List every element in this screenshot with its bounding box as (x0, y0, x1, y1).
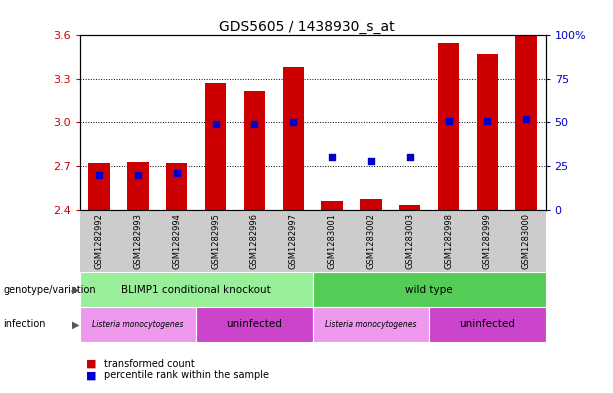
Bar (196, 307, 313, 342)
Text: genotype/variation: genotype/variation (3, 285, 96, 295)
Point (249, 121, 259, 127)
Point (444, 118, 454, 124)
Bar (80, 272, 313, 307)
Text: GSM1283000: GSM1283000 (522, 213, 531, 269)
Bar (313, 307, 429, 342)
Text: GSM1282999: GSM1282999 (483, 213, 492, 268)
Text: wild type: wild type (405, 285, 453, 295)
Point (288, 119, 298, 126)
Point (133, 172, 143, 178)
Text: ▶: ▶ (72, 285, 80, 295)
Point (94, 172, 104, 178)
Bar (429, 307, 546, 342)
Text: transformed count: transformed count (104, 358, 195, 369)
Text: GSM1283002: GSM1283002 (367, 213, 375, 269)
Text: GDS5605 / 1438930_s_at: GDS5605 / 1438930_s_at (219, 20, 394, 34)
Bar (360, 199, 381, 209)
Bar (516, 35, 537, 209)
Point (211, 121, 221, 127)
Text: BLIMP1 conditional knockout: BLIMP1 conditional knockout (121, 285, 271, 295)
Bar (283, 67, 304, 209)
Text: uninfected: uninfected (459, 320, 516, 329)
Text: ■: ■ (86, 370, 96, 380)
Bar (244, 90, 265, 209)
Bar (438, 42, 459, 209)
Point (482, 118, 492, 124)
Bar (205, 83, 226, 209)
Bar (128, 162, 148, 209)
Text: Listeria monocytogenes: Listeria monocytogenes (92, 320, 184, 329)
Point (172, 170, 181, 176)
Bar (477, 54, 498, 209)
Bar (166, 163, 188, 209)
Text: GSM1282998: GSM1282998 (444, 213, 453, 269)
Text: infection: infection (3, 320, 45, 329)
Bar (80, 307, 196, 342)
Text: ▶: ▶ (72, 320, 80, 329)
Point (521, 116, 531, 122)
Text: ■: ■ (86, 358, 96, 369)
Text: GSM1282993: GSM1282993 (134, 213, 142, 269)
Point (327, 154, 337, 160)
Text: GSM1283001: GSM1283001 (327, 213, 337, 269)
Text: GSM1283003: GSM1283003 (405, 213, 414, 269)
Text: GSM1282995: GSM1282995 (211, 213, 220, 268)
Point (405, 154, 414, 160)
Text: Listeria monocytogenes: Listeria monocytogenes (325, 320, 417, 329)
Bar (313, 272, 546, 307)
Text: GSM1282992: GSM1282992 (94, 213, 104, 268)
Text: GSM1282996: GSM1282996 (250, 213, 259, 269)
Bar (321, 201, 343, 209)
Text: GSM1282997: GSM1282997 (289, 213, 298, 269)
Bar (88, 163, 110, 209)
Point (366, 158, 376, 164)
Text: GSM1282994: GSM1282994 (172, 213, 181, 268)
Bar (399, 205, 421, 209)
Text: uninfected: uninfected (226, 320, 283, 329)
Text: percentile rank within the sample: percentile rank within the sample (104, 370, 269, 380)
